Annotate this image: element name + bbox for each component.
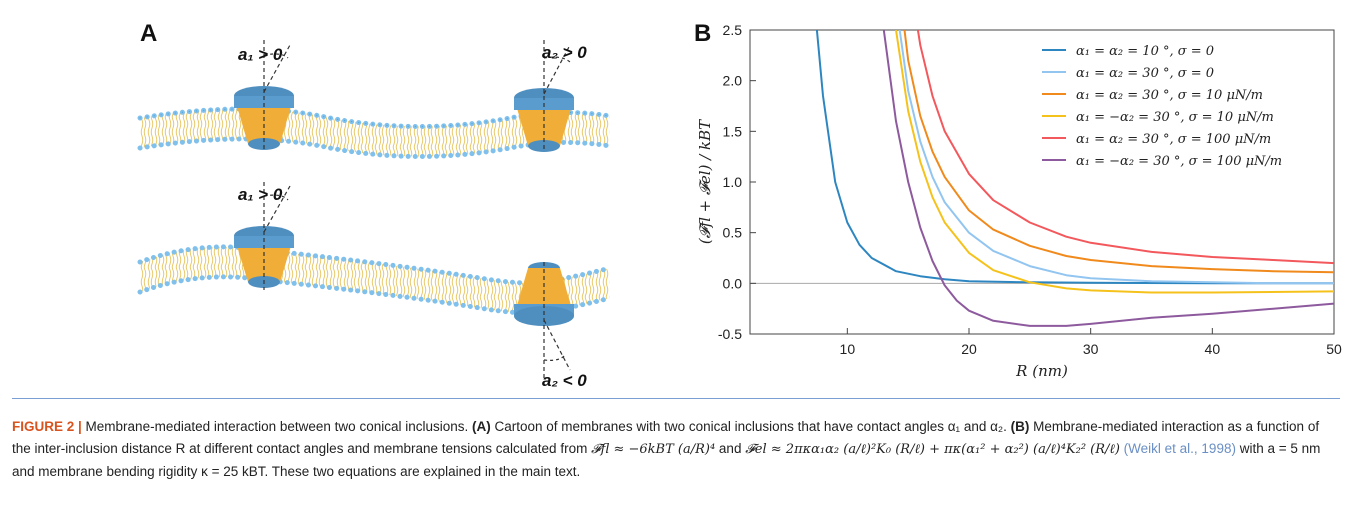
caption-a-ref: (A) bbox=[472, 419, 491, 434]
figure-caption: FIGURE 2 | Membrane-mediated interaction… bbox=[12, 416, 1337, 483]
panel-a-letter: A bbox=[140, 20, 158, 47]
interaction-energy-chart: 10 20 30 40 50 -0.5 0.0 0.5 1.0 1.5 2.0 2.5 α₁ = α₂… bbox=[696, 22, 1342, 380]
x-tick-label: 30 bbox=[1083, 341, 1099, 357]
series-line bbox=[916, 30, 1334, 265]
y-tick-label: 2.5 bbox=[723, 22, 743, 38]
chart-tick-labels: 10 20 30 40 50 -0.5 0.0 0.5 1.0 1.5 2.0 2.5 bbox=[718, 22, 1342, 357]
caption-figure-label: FIGURE 2 | bbox=[12, 419, 82, 434]
caption-end-text: with a = 5 nm and membrane bending rigid… bbox=[12, 441, 1321, 479]
y-tick-label: 0.5 bbox=[723, 225, 743, 241]
angle-label-bottom-right: a₂ < 0 bbox=[542, 371, 587, 390]
caption-equation-fl: 𝓕fl ≈ −6kBT (a/R)⁴ bbox=[591, 442, 716, 457]
series-line bbox=[895, 30, 1334, 294]
series-line bbox=[898, 30, 1334, 285]
angle-label-top-left: a₁ > 0 bbox=[238, 45, 283, 64]
membrane-cartoon: a₁ > 0 a₂ > 0 a₁ > 0 a₂ < 0 bbox=[137, 40, 613, 390]
legend-label: α₁ = α₂ = 30 °, σ = 10 μN/m bbox=[1076, 88, 1263, 103]
y-tick-label: 0.0 bbox=[723, 275, 743, 291]
caption-b-text: Membrane-mediated interaction as a funct… bbox=[12, 419, 1320, 456]
inclusion-top-left bbox=[234, 40, 294, 150]
x-tick-label: 10 bbox=[840, 341, 856, 357]
legend-label: α₁ = −α₂ = 30 °, σ = 100 μN/m bbox=[1076, 154, 1282, 169]
caption-equation-el: 𝓕el ≈ 2πκα₁α₂ (a/ℓ)²K₀ (R/ℓ) + πκ(α₁² + … bbox=[745, 442, 1120, 457]
caption-title: Membrane-mediated interaction between tw… bbox=[81, 419, 472, 434]
inclusion-bottom-left bbox=[234, 182, 294, 290]
panel-b: B 10 20 30 40 50 -0.5 0.0 0.5 1.0 1.5 2.0 2.5 α₁ = … bbox=[690, 0, 1354, 395]
caption-b-ref: (B) bbox=[1010, 419, 1030, 434]
x-tick-label: 40 bbox=[1205, 341, 1221, 357]
inclusion-bottom-right bbox=[514, 262, 574, 378]
inclusion-top-right bbox=[514, 40, 574, 152]
x-tick-label: 50 bbox=[1326, 341, 1342, 357]
chart-series bbox=[815, 30, 1334, 327]
x-axis-title: R (nm) bbox=[1015, 362, 1068, 380]
series-line bbox=[815, 30, 1334, 285]
y-tick-label: 1.0 bbox=[723, 174, 743, 190]
legend-label: α₁ = α₂ = 30 °, σ = 0 bbox=[1076, 66, 1214, 81]
caption-citation-link[interactable]: (Weikl et al., 1998) bbox=[1119, 441, 1236, 456]
y-tick-label: -0.5 bbox=[718, 326, 742, 342]
plot-frame bbox=[749, 29, 1335, 335]
y-tick-label: 2.0 bbox=[723, 73, 743, 89]
chart-axes bbox=[749, 29, 1335, 335]
y-axis-title: (𝓕fl + 𝓕el) / kBT bbox=[696, 119, 714, 244]
panel-b-letter: B bbox=[694, 20, 712, 47]
legend-label: α₁ = −α₂ = 30 °, σ = 10 μN/m bbox=[1076, 110, 1274, 125]
x-tick-label: 20 bbox=[961, 341, 977, 357]
legend-label: α₁ = α₂ = 10 °, σ = 0 bbox=[1076, 44, 1214, 59]
chart-legend: α₁ = α₂ = 10 °, σ = 0 α₁ = α₂ = 30 °, σ =… bbox=[1042, 44, 1282, 169]
caption-rule bbox=[12, 398, 1340, 399]
series-line bbox=[882, 30, 1334, 327]
panel-a: A bbox=[0, 0, 700, 395]
angle-label-top-right: a₂ > 0 bbox=[542, 43, 587, 62]
legend-label: α₁ = α₂ = 30 °, σ = 100 μN/m bbox=[1076, 132, 1271, 147]
caption-and: and bbox=[715, 441, 746, 456]
series-line bbox=[903, 30, 1334, 274]
y-tick-label: 1.5 bbox=[723, 123, 743, 139]
caption-a-text: Cartoon of membranes with two conical in… bbox=[490, 419, 1011, 434]
angle-label-bottom-left: a₁ > 0 bbox=[238, 185, 283, 204]
